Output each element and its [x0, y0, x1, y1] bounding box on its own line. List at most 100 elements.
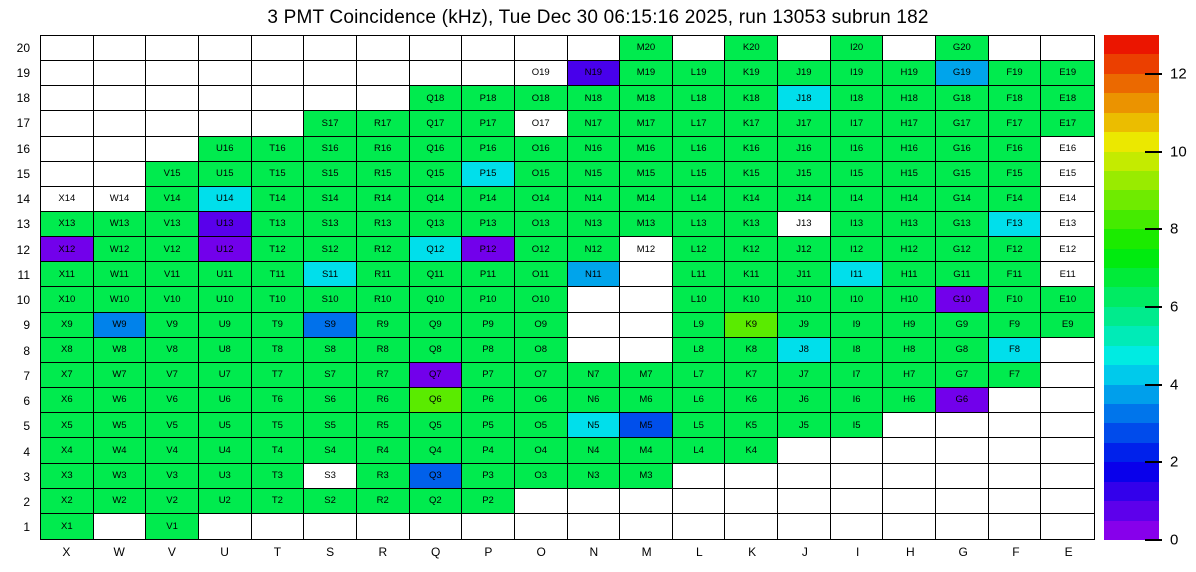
heatmap-cell: H17: [883, 111, 937, 137]
heatmap-cell: O16: [514, 136, 568, 162]
heatmap-cell: N6: [567, 388, 621, 414]
heatmap-cell: F12: [988, 237, 1042, 263]
heatmap-cell: E16: [1041, 136, 1094, 162]
colorbar-band: [1104, 287, 1159, 307]
heatmap-cell: G10: [936, 287, 989, 313]
heatmap-cell: [883, 36, 937, 62]
heatmap-cell: [830, 438, 884, 464]
heatmap-cell: [1041, 489, 1094, 514]
heatmap-cell: Q8: [409, 337, 463, 363]
heatmap-cell: [988, 463, 1042, 489]
heatmap-cell: Q14: [409, 186, 463, 213]
heatmap-cell: S12: [304, 237, 357, 263]
heatmap-cell: P8: [462, 337, 515, 363]
heatmap-cell: G14: [936, 186, 989, 213]
heatmap-cell: X5: [41, 413, 94, 439]
heatmap-cell: [41, 136, 94, 162]
heatmap-cell: [41, 161, 94, 187]
heatmap-cell: J10: [778, 287, 831, 313]
heatmap-cell: T2: [251, 488, 305, 514]
heatmap-cell: R9: [356, 312, 410, 338]
heatmap-cell: [567, 312, 621, 338]
heatmap-cell: X11: [41, 262, 94, 288]
heatmap-cell: O12: [514, 237, 568, 263]
heatmap-cell: [356, 61, 410, 87]
heatmap-cell: [778, 36, 831, 62]
heatmap-cell: I7: [830, 362, 884, 389]
colorbar-tick-label: 4: [1170, 376, 1179, 394]
colorbar-band: [1104, 423, 1159, 443]
heatmap-cell: R15: [356, 161, 410, 187]
heatmap-cell: U10: [198, 287, 252, 313]
heatmap-cell: N18: [567, 86, 621, 112]
y-axis-label: 4: [23, 444, 30, 459]
heatmap-cell: P9: [462, 312, 515, 338]
heatmap-cell: W10: [93, 287, 147, 313]
heatmap-cell: L9: [672, 312, 726, 338]
heatmap-cell: T4: [251, 438, 305, 464]
heatmap-cell: M15: [620, 161, 673, 187]
x-axis-label: O: [536, 545, 546, 559]
heatmap-cell: V11: [146, 262, 199, 288]
heatmap-cell: [251, 111, 305, 137]
heatmap-cell: J19: [778, 61, 831, 87]
heatmap-cell: R6: [356, 388, 410, 414]
x-axis-label: M: [641, 545, 652, 559]
heatmap-cell: [1041, 464, 1094, 489]
heatmap-cell: [620, 312, 673, 338]
heatmap-cell: H7: [883, 362, 937, 389]
heatmap-cell: J15: [778, 161, 831, 187]
heatmap-cell: [462, 36, 515, 62]
heatmap-cell: U14: [198, 186, 252, 213]
heatmap-cell: R8: [356, 337, 410, 363]
heatmap-cell: E9: [1041, 312, 1094, 338]
x-axis-label: Q: [430, 545, 441, 559]
heatmap-cell: [514, 36, 568, 62]
heatmap-cell: K18: [725, 86, 779, 112]
heatmap-cell: O9: [514, 312, 568, 338]
heatmap-cell: F17: [988, 111, 1042, 137]
heatmap-cell: K11: [725, 262, 779, 288]
heatmap-cell: V13: [146, 212, 199, 238]
heatmap-cell: R16: [356, 136, 410, 162]
colorbar-tick-label: 6: [1170, 298, 1179, 316]
heatmap-cell: [410, 513, 463, 539]
heatmap-cell: T7: [251, 362, 305, 389]
heatmap-cell: T9: [251, 312, 305, 338]
heatmap-cell: G9: [936, 312, 989, 338]
heatmap-cell: I12: [830, 237, 884, 263]
heatmap-cell: I10: [830, 287, 884, 313]
heatmap-cell: J9: [778, 312, 831, 338]
heatmap-cell: E17: [1041, 111, 1094, 137]
y-axis-label: 8: [23, 343, 30, 358]
heatmap-cell: P17: [462, 111, 515, 137]
heatmap-cell: W3: [93, 463, 147, 489]
heatmap-cell: K7: [725, 362, 779, 389]
heatmap-cell: L15: [672, 161, 726, 187]
heatmap-cell: N13: [567, 212, 621, 238]
heatmap-cell: U2: [198, 488, 252, 514]
heatmap-cell: S3: [304, 463, 357, 489]
heatmap-cell: G11: [936, 262, 989, 288]
heatmap-cell: O15: [514, 161, 568, 187]
heatmap-cell: [567, 287, 621, 313]
heatmap-cell: [988, 413, 1042, 439]
heatmap-cell: F13: [988, 212, 1042, 238]
heatmap-cell: F10: [988, 287, 1042, 313]
heatmap-cell: K19: [725, 61, 779, 87]
heatmap-cell: [304, 86, 357, 112]
heatmap-cell: T6: [251, 388, 305, 414]
colorbar-band: [1104, 268, 1159, 288]
chart-title: 3 PMT Coincidence (kHz), Tue Dec 30 06:1…: [267, 7, 929, 28]
heatmap-cell: [146, 61, 199, 87]
heatmap-cell: I19: [830, 61, 884, 87]
heatmap-cell: H6: [883, 388, 937, 414]
heatmap-cell: H11: [883, 262, 937, 288]
heatmap-cell: I8: [830, 337, 884, 363]
heatmap-cell: I17: [830, 111, 884, 137]
heatmap-cell: [357, 513, 410, 539]
heatmap-cell: [304, 36, 357, 62]
heatmap-cell: Q5: [409, 413, 463, 439]
heatmap-cell: [988, 388, 1042, 414]
heatmap-cell: [620, 488, 673, 514]
